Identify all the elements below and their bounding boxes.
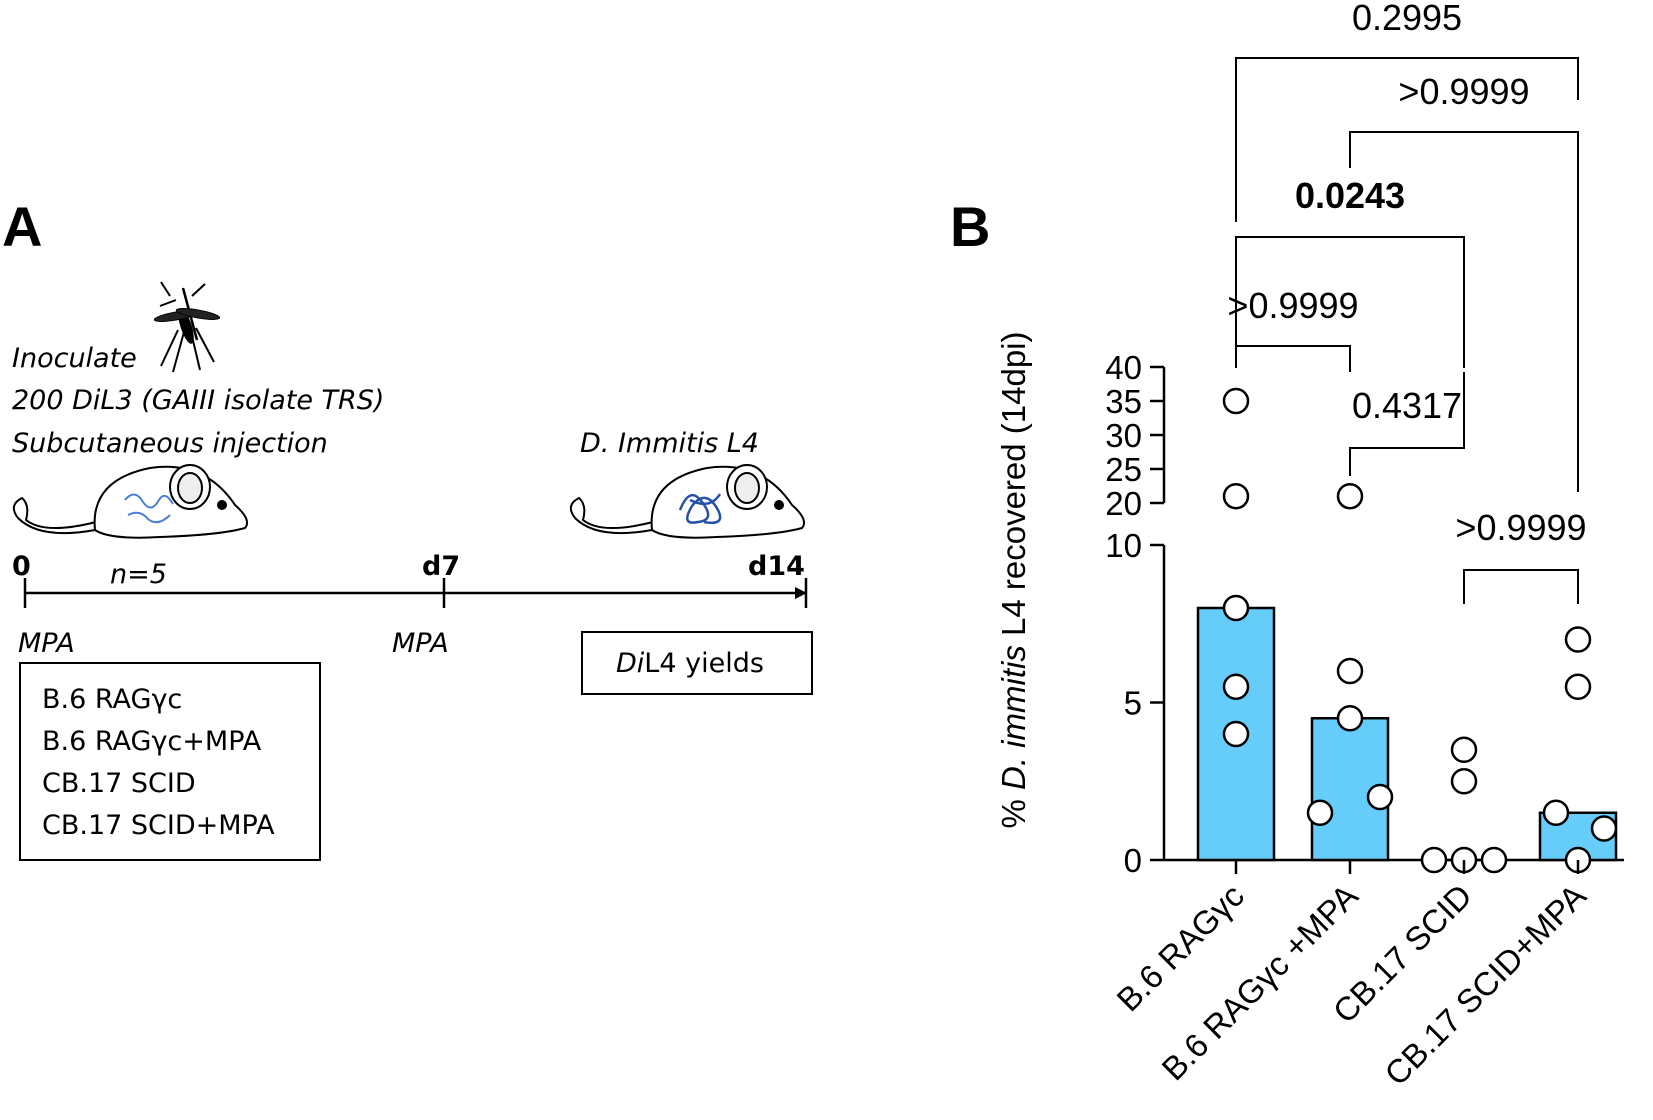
mpa-label-day7: MPA (392, 628, 449, 659)
comparison-bracket (1235, 345, 1351, 372)
data-point (1480, 846, 1508, 874)
x-tick-label: B.6 RAGγc +MPA (1154, 877, 1365, 1088)
groups-box (19, 662, 321, 861)
data-point (1222, 594, 1250, 622)
y-axis-title-prefix: % (995, 790, 1032, 829)
data-point (1450, 768, 1478, 795)
y-tick-label: 5 (1124, 685, 1142, 722)
comparison-bracket (1349, 372, 1465, 476)
y-axis-title-species: D. immitis (995, 645, 1032, 790)
comparison-p-value: 0.0243 (1295, 175, 1405, 216)
y-tick-label: 0 (1124, 842, 1142, 879)
comparison-p-value: 0.2995 (1352, 0, 1462, 38)
y-axis-title: % D. immitis L4 recovered (14dpi) (995, 331, 1032, 828)
comparison-bracket (1463, 569, 1579, 604)
y-tick-label: 25 (1105, 451, 1142, 488)
y-axis-title-suffix: L4 recovered (14dpi) (995, 331, 1032, 645)
data-point (1564, 673, 1592, 700)
comparison-p-value: >0.9999 (1398, 71, 1529, 112)
panel-b: B % D. immitis L4 recovered (14dpi) 0 5 10… (950, 0, 1624, 1092)
comparison-p-value: >0.9999 (1455, 507, 1586, 548)
panel-a-letter: A (2, 195, 42, 258)
y-tick-label: 35 (1105, 383, 1142, 420)
data-point (1222, 720, 1250, 748)
data-point (1542, 799, 1570, 826)
data-point (1336, 482, 1364, 510)
data-point (1336, 657, 1364, 685)
comparison-p-value: >0.9999 (1227, 285, 1358, 326)
data-point (1306, 799, 1334, 826)
y-tick-label: 10 (1105, 527, 1142, 564)
inoculate-label: Inoculate (12, 343, 137, 374)
yield-box (581, 631, 813, 695)
harvest-label: D. Immitis L4 (580, 428, 759, 459)
comparison-bracket (1349, 131, 1579, 492)
data-point (1420, 846, 1448, 874)
timepoint-d14: d14 (748, 551, 805, 582)
mouse-icon-infected (569, 464, 805, 539)
data-point (1222, 482, 1250, 510)
mosquito-icon (153, 281, 221, 373)
data-point (1222, 673, 1250, 700)
data-point (1222, 387, 1250, 415)
group-label: B.6 RAGγc+MPA (42, 726, 262, 757)
x-tick-label: CB.17 SCID+MPA (1377, 877, 1593, 1093)
yield-label: DiL4 yields (616, 648, 764, 679)
data-point (1366, 783, 1394, 811)
y-tick-label: 30 (1105, 417, 1142, 454)
group-label: CB.17 SCID (42, 768, 196, 799)
data-point (1564, 626, 1592, 653)
group-label: CB.17 SCID+MPA (42, 810, 275, 841)
comparison-p-value: 0.4317 (1352, 385, 1462, 426)
y-tick-label: 40 (1105, 349, 1142, 386)
yield-prefix: Di (616, 648, 645, 679)
comparison-bracket (1235, 57, 1579, 222)
dose-label: 200 DiL3 (GAIII isolate TRS) (12, 385, 384, 416)
data-point (1450, 736, 1478, 763)
yield-suffix: L4 yields (644, 648, 764, 679)
mouse-icon (12, 464, 248, 539)
data-point (1590, 815, 1618, 842)
timepoint-0: 0 (12, 551, 31, 582)
panel-a: A Inoculate 200 DiL3 (GAIII isolate TRS)… (2, 195, 813, 861)
data-point (1336, 705, 1364, 732)
n-label: n=5 (110, 559, 167, 590)
group-label: B.6 RAGγc (42, 684, 182, 715)
comparison-bracket (1235, 236, 1465, 368)
mpa-label-day0: MPA (18, 628, 75, 659)
y-tick-label: 20 (1105, 485, 1142, 522)
timepoint-d7: d7 (422, 551, 460, 582)
route-label: Subcutaneous injection (12, 428, 328, 459)
panel-b-letter: B (950, 195, 990, 258)
